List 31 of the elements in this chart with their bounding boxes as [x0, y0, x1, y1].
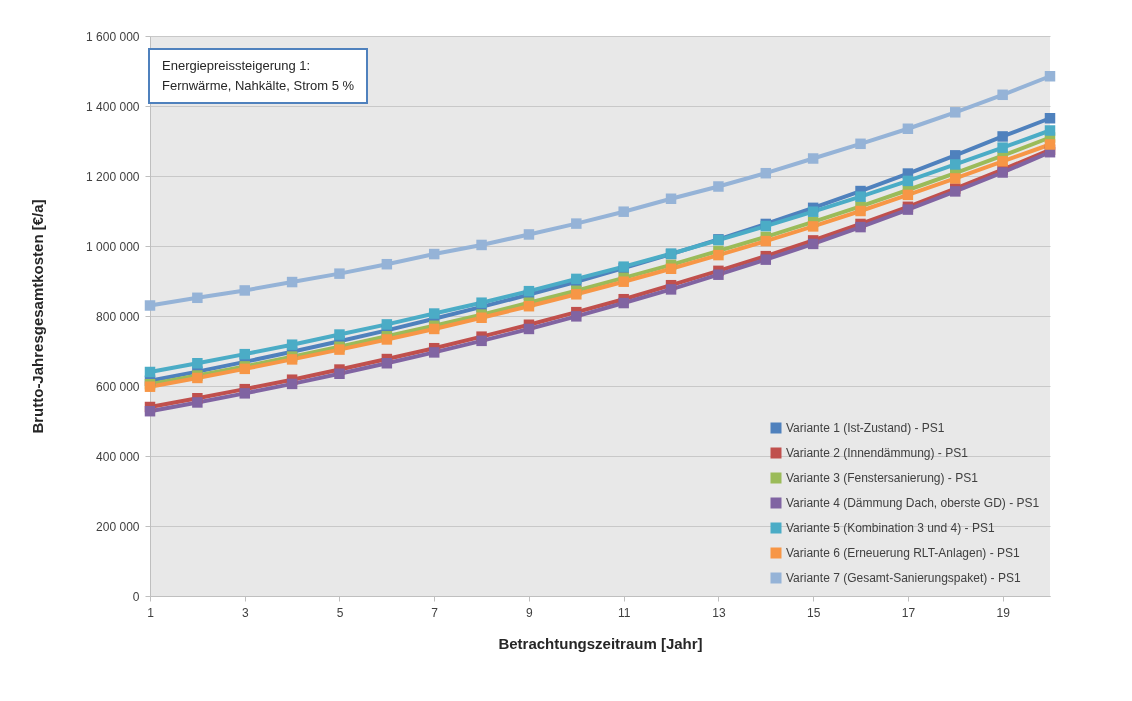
x-tick-label: 11 — [617, 605, 631, 620]
y-tick-label: 200 000 — [96, 519, 140, 534]
x-axis-title: Betrachtungszeitraum [Jahr] — [498, 634, 703, 652]
y-tick-label: 1 000 000 — [86, 239, 140, 254]
legend-label: Variante 2 (Innendämmung) - PS1 — [786, 446, 969, 460]
x-tick-label: 7 — [431, 605, 439, 620]
legend-label: Variante 1 (Ist-Zustand) - PS1 — [786, 421, 945, 435]
x-tick-label: 13 — [712, 605, 726, 620]
x-tick-label: 3 — [241, 605, 249, 620]
annotation: Energiepreissteigerung 1: — [162, 57, 312, 75]
y-tick-label: 1 200 000 — [86, 169, 140, 184]
y-tick-label: 0 — [132, 589, 140, 604]
y-tick-label: 600 000 — [96, 379, 140, 394]
annotation: Fernwärme, Nahkälte, Strom 5 % — [162, 77, 355, 95]
x-tick-label: 19 — [996, 605, 1011, 620]
legend-label: Variante 4 (Dämmung Dach, oberste GD) - PS1 — [786, 496, 1040, 510]
text-box: Energiepreissteigerung 1: Fernwärme, Nahkälte, Strom 5 % — [148, 48, 369, 104]
x-tick-label: 15 — [806, 605, 821, 620]
legend-label: Variante 3 (Fenstersanierung) - PS1 — [786, 471, 979, 485]
legend-label: Variante 5 (Kombination 3 und 4) - PS1 — [786, 521, 995, 535]
y-tick-label: 400 000 — [96, 449, 140, 464]
x-tick-label: 17 — [901, 605, 916, 620]
x-tick-label: 1 — [147, 605, 155, 620]
x-tick-label: 5 — [336, 605, 344, 620]
y-tick-label: 800 000 — [96, 309, 140, 324]
y-tick-label: 1 600 000 — [86, 29, 140, 44]
y-axis-title: Brutto-Jahresgesamtkosten [€/a] — [29, 199, 47, 434]
legend-label: Variante 6 (Erneuerung RLT-Anlagen) - PS1 — [786, 546, 1021, 560]
legend-label: Variante 7 (Gesamt-Sanierungspaket) - PS1 — [786, 571, 1021, 585]
x-tick-label: 9 — [526, 605, 534, 620]
y-tick-label: 1 400 000 — [86, 99, 140, 114]
